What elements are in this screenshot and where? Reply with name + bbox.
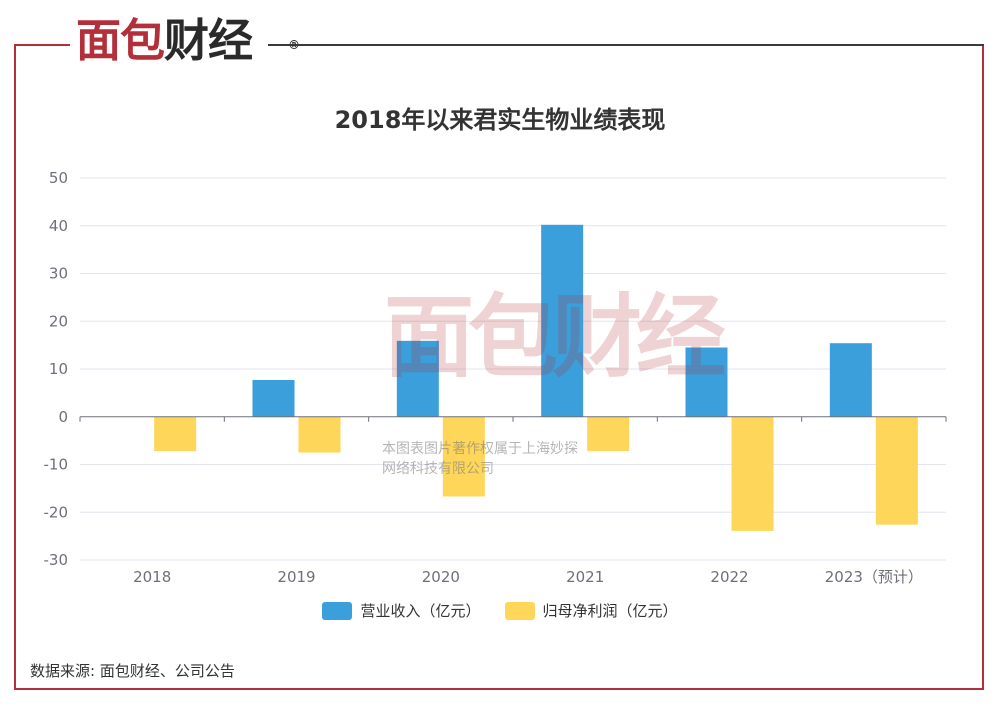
frame-top-left — [14, 44, 70, 46]
bar-profit — [442, 416, 485, 497]
bar-revenue — [541, 224, 584, 417]
frame-top-right — [268, 44, 984, 46]
brand-logo: 面包财经 ® — [76, 14, 300, 68]
x-tick-label: 2020 — [422, 568, 460, 586]
y-tick-label: -30 — [44, 551, 69, 569]
bar-revenue — [685, 347, 728, 417]
brand-logo-dark: 财经 — [164, 14, 253, 67]
legend-item-profit[interactable]: 归母净利润（亿元） — [504, 600, 678, 621]
bar-profit — [154, 416, 197, 452]
bar-revenue — [396, 340, 439, 417]
x-tick-label: 2021 — [566, 568, 604, 586]
registered-mark: ® — [288, 38, 300, 52]
x-tick-label: 2018 — [133, 568, 171, 586]
y-tick-label: 10 — [49, 360, 68, 378]
y-tick-label: 0 — [58, 408, 68, 426]
bar-revenue — [252, 379, 295, 417]
bar-profit — [875, 416, 918, 525]
bar-profit — [587, 416, 630, 452]
bar-profit — [731, 416, 774, 531]
y-tick-label: 50 — [49, 169, 68, 187]
chart-title: 2018年以来君实生物业绩表现 — [334, 106, 666, 134]
y-tick-label: 40 — [49, 217, 68, 235]
y-tick-label: 30 — [49, 265, 68, 283]
legend-label-revenue: 营业收入（亿元） — [360, 602, 481, 620]
x-tick-label: 2019 — [277, 568, 315, 586]
legend-item-revenue[interactable]: 营业收入（亿元） — [322, 600, 481, 621]
bar-profit — [298, 416, 341, 453]
data-source-note: 数据来源: 面包财经、公司公告 — [30, 662, 235, 680]
brand-logo-red: 面包 — [76, 14, 165, 67]
chart-legend: 营业收入（亿元） 归母净利润（亿元） — [0, 600, 1000, 621]
x-tick-label: 2022 — [710, 568, 748, 586]
frame-border — [14, 44, 984, 690]
legend-swatch-profit — [504, 601, 535, 620]
y-tick-label: 20 — [49, 312, 68, 330]
legend-label-profit: 归母净利润（亿元） — [542, 602, 678, 620]
x-tick-label: 2023（预计） — [825, 568, 923, 586]
y-tick-label: -10 — [44, 456, 69, 474]
y-tick-label: -20 — [44, 503, 69, 521]
bar-revenue — [829, 343, 872, 417]
legend-swatch-revenue — [322, 601, 353, 620]
